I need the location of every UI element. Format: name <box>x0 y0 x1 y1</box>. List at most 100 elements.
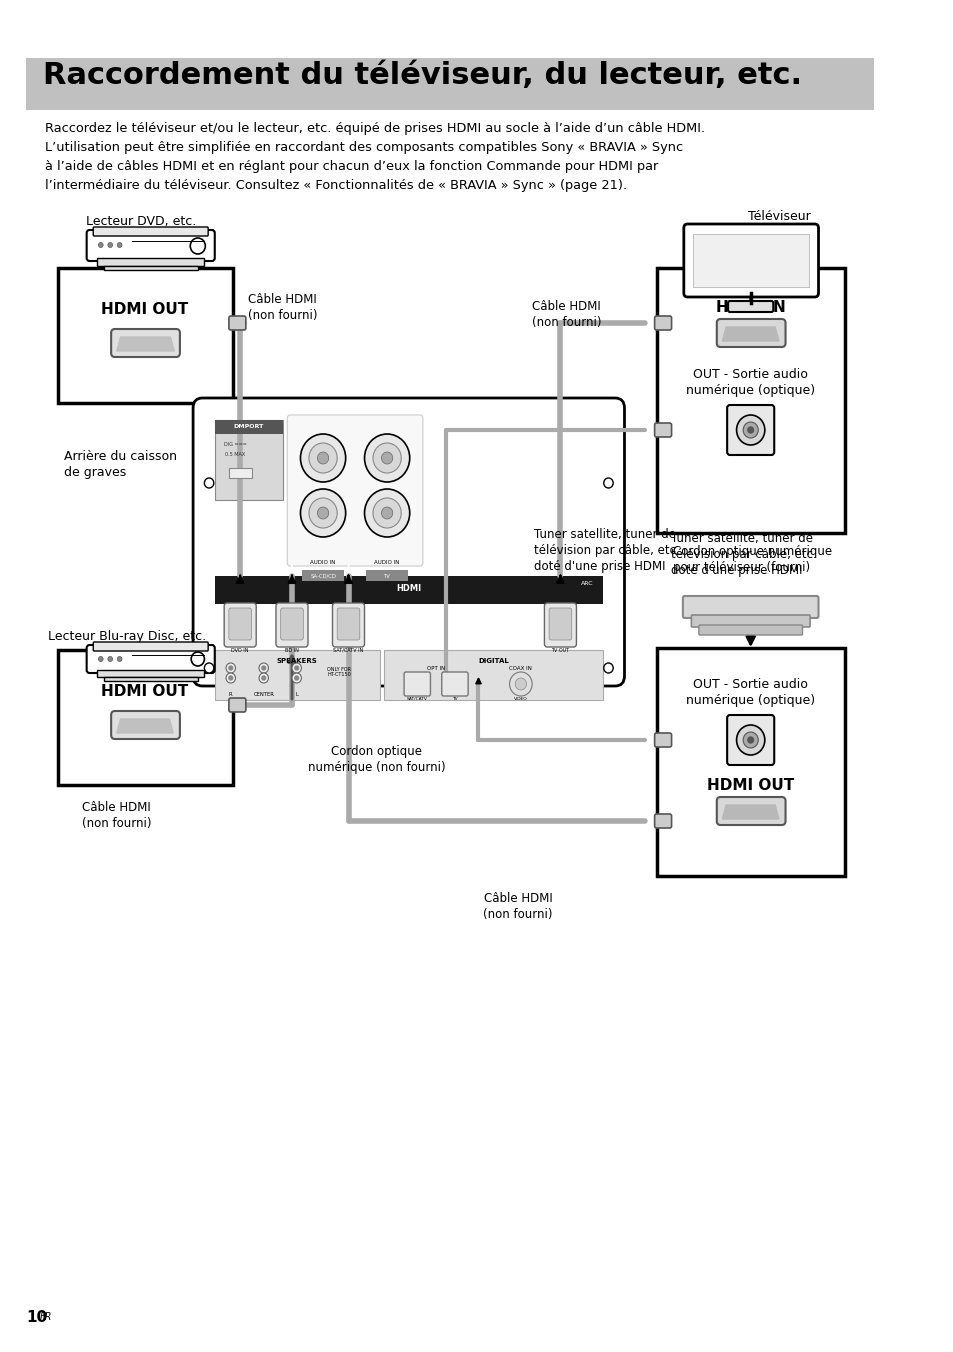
Text: OUT - Sortie audio: OUT - Sortie audio <box>693 368 807 381</box>
Text: SAT/CATV IN: SAT/CATV IN <box>333 648 363 653</box>
Text: Arrière du caisson: Arrière du caisson <box>64 450 177 462</box>
Text: SPEAKERS: SPEAKERS <box>276 658 316 664</box>
Text: télévision par câble, etc.: télévision par câble, etc. <box>670 548 816 561</box>
Circle shape <box>229 667 233 671</box>
FancyBboxPatch shape <box>275 603 308 648</box>
Circle shape <box>226 673 235 683</box>
Circle shape <box>117 242 122 247</box>
Text: Cordon optique numérique: Cordon optique numérique <box>673 545 832 558</box>
Circle shape <box>373 498 401 529</box>
Bar <box>97 671 204 677</box>
Text: DIGITAL: DIGITAL <box>477 658 508 664</box>
Bar <box>214 576 602 604</box>
Text: numérique (optique): numérique (optique) <box>685 384 815 397</box>
Text: L’utilisation peut être simplifiée en raccordant des composants compatibles Sony: L’utilisation peut être simplifiée en ra… <box>45 141 682 154</box>
FancyBboxPatch shape <box>112 329 180 357</box>
Text: OPT IN: OPT IN <box>427 667 445 671</box>
Text: ARC: ARC <box>579 581 593 585</box>
Polygon shape <box>116 719 173 733</box>
Circle shape <box>226 662 235 673</box>
Text: HDMI: HDMI <box>395 584 421 594</box>
Text: SAT/CATV: SAT/CATV <box>406 698 427 700</box>
Text: doté d'une prise HDMI: doté d'une prise HDMI <box>670 564 801 577</box>
Text: HDMI OUT: HDMI OUT <box>101 303 189 318</box>
Text: AUDIO IN: AUDIO IN <box>374 560 399 565</box>
Circle shape <box>204 662 213 673</box>
Text: Tuner satellite, tuner de: Tuner satellite, tuner de <box>534 529 676 541</box>
Circle shape <box>292 673 301 683</box>
FancyBboxPatch shape <box>287 415 422 566</box>
Text: (non fourni): (non fourni) <box>82 817 152 830</box>
Text: numérique (optique): numérique (optique) <box>685 694 815 707</box>
Circle shape <box>515 677 526 690</box>
Circle shape <box>309 498 336 529</box>
Circle shape <box>229 676 233 680</box>
Circle shape <box>742 422 758 438</box>
Text: SA-CD/CD: SA-CD/CD <box>310 573 335 579</box>
Text: CENTER: CENTER <box>253 692 274 698</box>
Circle shape <box>300 489 345 537</box>
Text: TV: TV <box>383 573 390 579</box>
Circle shape <box>603 479 613 488</box>
FancyBboxPatch shape <box>654 814 671 827</box>
Text: COAX IN: COAX IN <box>509 667 532 671</box>
Text: Lecteur Blu-ray Disc, etc.: Lecteur Blu-ray Disc, etc. <box>48 630 206 644</box>
Text: (non fourni): (non fourni) <box>248 310 317 322</box>
Text: (non fourni): (non fourni) <box>532 316 601 329</box>
FancyBboxPatch shape <box>682 596 818 618</box>
Polygon shape <box>721 804 779 819</box>
Bar <box>214 650 379 700</box>
Polygon shape <box>116 337 174 352</box>
FancyBboxPatch shape <box>683 224 818 297</box>
Circle shape <box>294 667 298 671</box>
Circle shape <box>381 507 393 519</box>
Text: Raccordement du téléviseur, du lecteur, etc.: Raccordement du téléviseur, du lecteur, … <box>43 61 801 89</box>
Text: DVD IN: DVD IN <box>232 648 249 653</box>
FancyBboxPatch shape <box>404 672 430 696</box>
FancyBboxPatch shape <box>112 711 180 740</box>
Circle shape <box>108 242 112 247</box>
Circle shape <box>509 672 532 696</box>
FancyBboxPatch shape <box>727 301 773 312</box>
Text: DMPORT: DMPORT <box>233 425 264 430</box>
Circle shape <box>294 676 298 680</box>
Bar <box>366 571 408 581</box>
FancyBboxPatch shape <box>726 406 774 456</box>
FancyBboxPatch shape <box>224 603 256 648</box>
Bar <box>58 650 233 786</box>
Circle shape <box>364 489 409 537</box>
Polygon shape <box>721 327 779 341</box>
Circle shape <box>364 434 409 483</box>
Text: Lecteur DVD, etc.: Lecteur DVD, etc. <box>86 215 196 228</box>
Circle shape <box>317 507 329 519</box>
Bar <box>58 268 233 403</box>
Bar <box>656 268 844 533</box>
Circle shape <box>736 415 764 445</box>
Text: R: R <box>229 692 233 698</box>
Bar <box>214 420 282 500</box>
Text: HDMI OUT: HDMI OUT <box>101 684 189 699</box>
Bar <box>229 468 253 479</box>
FancyBboxPatch shape <box>93 642 208 652</box>
Text: HDMI OUT: HDMI OUT <box>706 779 794 794</box>
FancyBboxPatch shape <box>549 608 571 639</box>
Circle shape <box>98 242 103 247</box>
FancyBboxPatch shape <box>726 715 774 765</box>
FancyBboxPatch shape <box>87 645 214 673</box>
FancyBboxPatch shape <box>333 603 364 648</box>
Circle shape <box>259 673 268 683</box>
Text: FR: FR <box>39 1311 51 1322</box>
Circle shape <box>191 652 204 667</box>
Text: Raccordez le téléviseur et/ou le lecteur, etc. équipé de prises HDMI au socle à : Raccordez le téléviseur et/ou le lecteur… <box>45 122 704 135</box>
Circle shape <box>309 443 336 473</box>
FancyBboxPatch shape <box>691 615 809 627</box>
Bar <box>302 571 343 581</box>
Text: TV: TV <box>452 698 457 700</box>
Text: VIDEO: VIDEO <box>514 698 527 700</box>
Circle shape <box>190 238 205 254</box>
FancyBboxPatch shape <box>441 672 468 696</box>
Circle shape <box>98 657 103 661</box>
Circle shape <box>108 657 112 661</box>
Text: numérique (non fourni): numérique (non fourni) <box>308 761 445 773</box>
Text: l’intermédiaire du téléviseur. Consultez « Fonctionnalités de « BRAVIA » Sync » : l’intermédiaire du téléviseur. Consultez… <box>45 178 627 192</box>
